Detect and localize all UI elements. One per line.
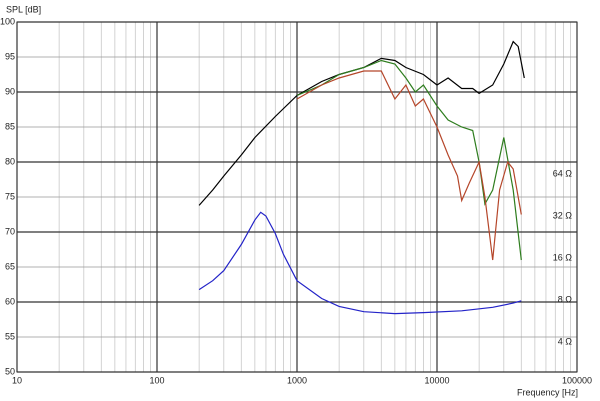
y-tick-label: 85 (5, 121, 15, 131)
y-tick-label: 80 (5, 156, 15, 166)
plot-frame (16, 21, 578, 373)
series-line (296, 59, 522, 261)
y2-tick-label: 64 Ω (553, 168, 573, 178)
y2-tick-label: 4 Ω (558, 336, 573, 346)
y-tick-label: 55 (5, 331, 15, 341)
y2-tick-label: 16 Ω (553, 252, 573, 262)
y-axis-label: SPL [dB] (6, 4, 41, 14)
y-tick-label: 65 (5, 261, 15, 271)
y-tick-label: 70 (5, 226, 15, 236)
series-line (296, 70, 522, 261)
series-line (198, 40, 525, 206)
y-tick-label: 95 (5, 51, 15, 61)
y-tick-label: 60 (5, 296, 15, 306)
y2-tick-label: 32 Ω (553, 210, 573, 220)
series-line (198, 211, 522, 315)
x-tick-label: 100 (149, 375, 164, 385)
y-tick-label: 50 (5, 366, 15, 376)
x-tick-label: 100000 (562, 375, 592, 385)
y2-tick-label: 8 Ω (558, 294, 573, 304)
x-tick-label: 1000 (287, 375, 307, 385)
y-tick-label: 75 (5, 191, 15, 201)
x-tick-label: 10000 (424, 375, 449, 385)
y-tick-label: 100 (0, 16, 15, 26)
x-tick-label: 10 (12, 375, 22, 385)
x-axis-label: Frequency [Hz] (517, 387, 578, 397)
y-tick-label: 90 (5, 86, 15, 96)
